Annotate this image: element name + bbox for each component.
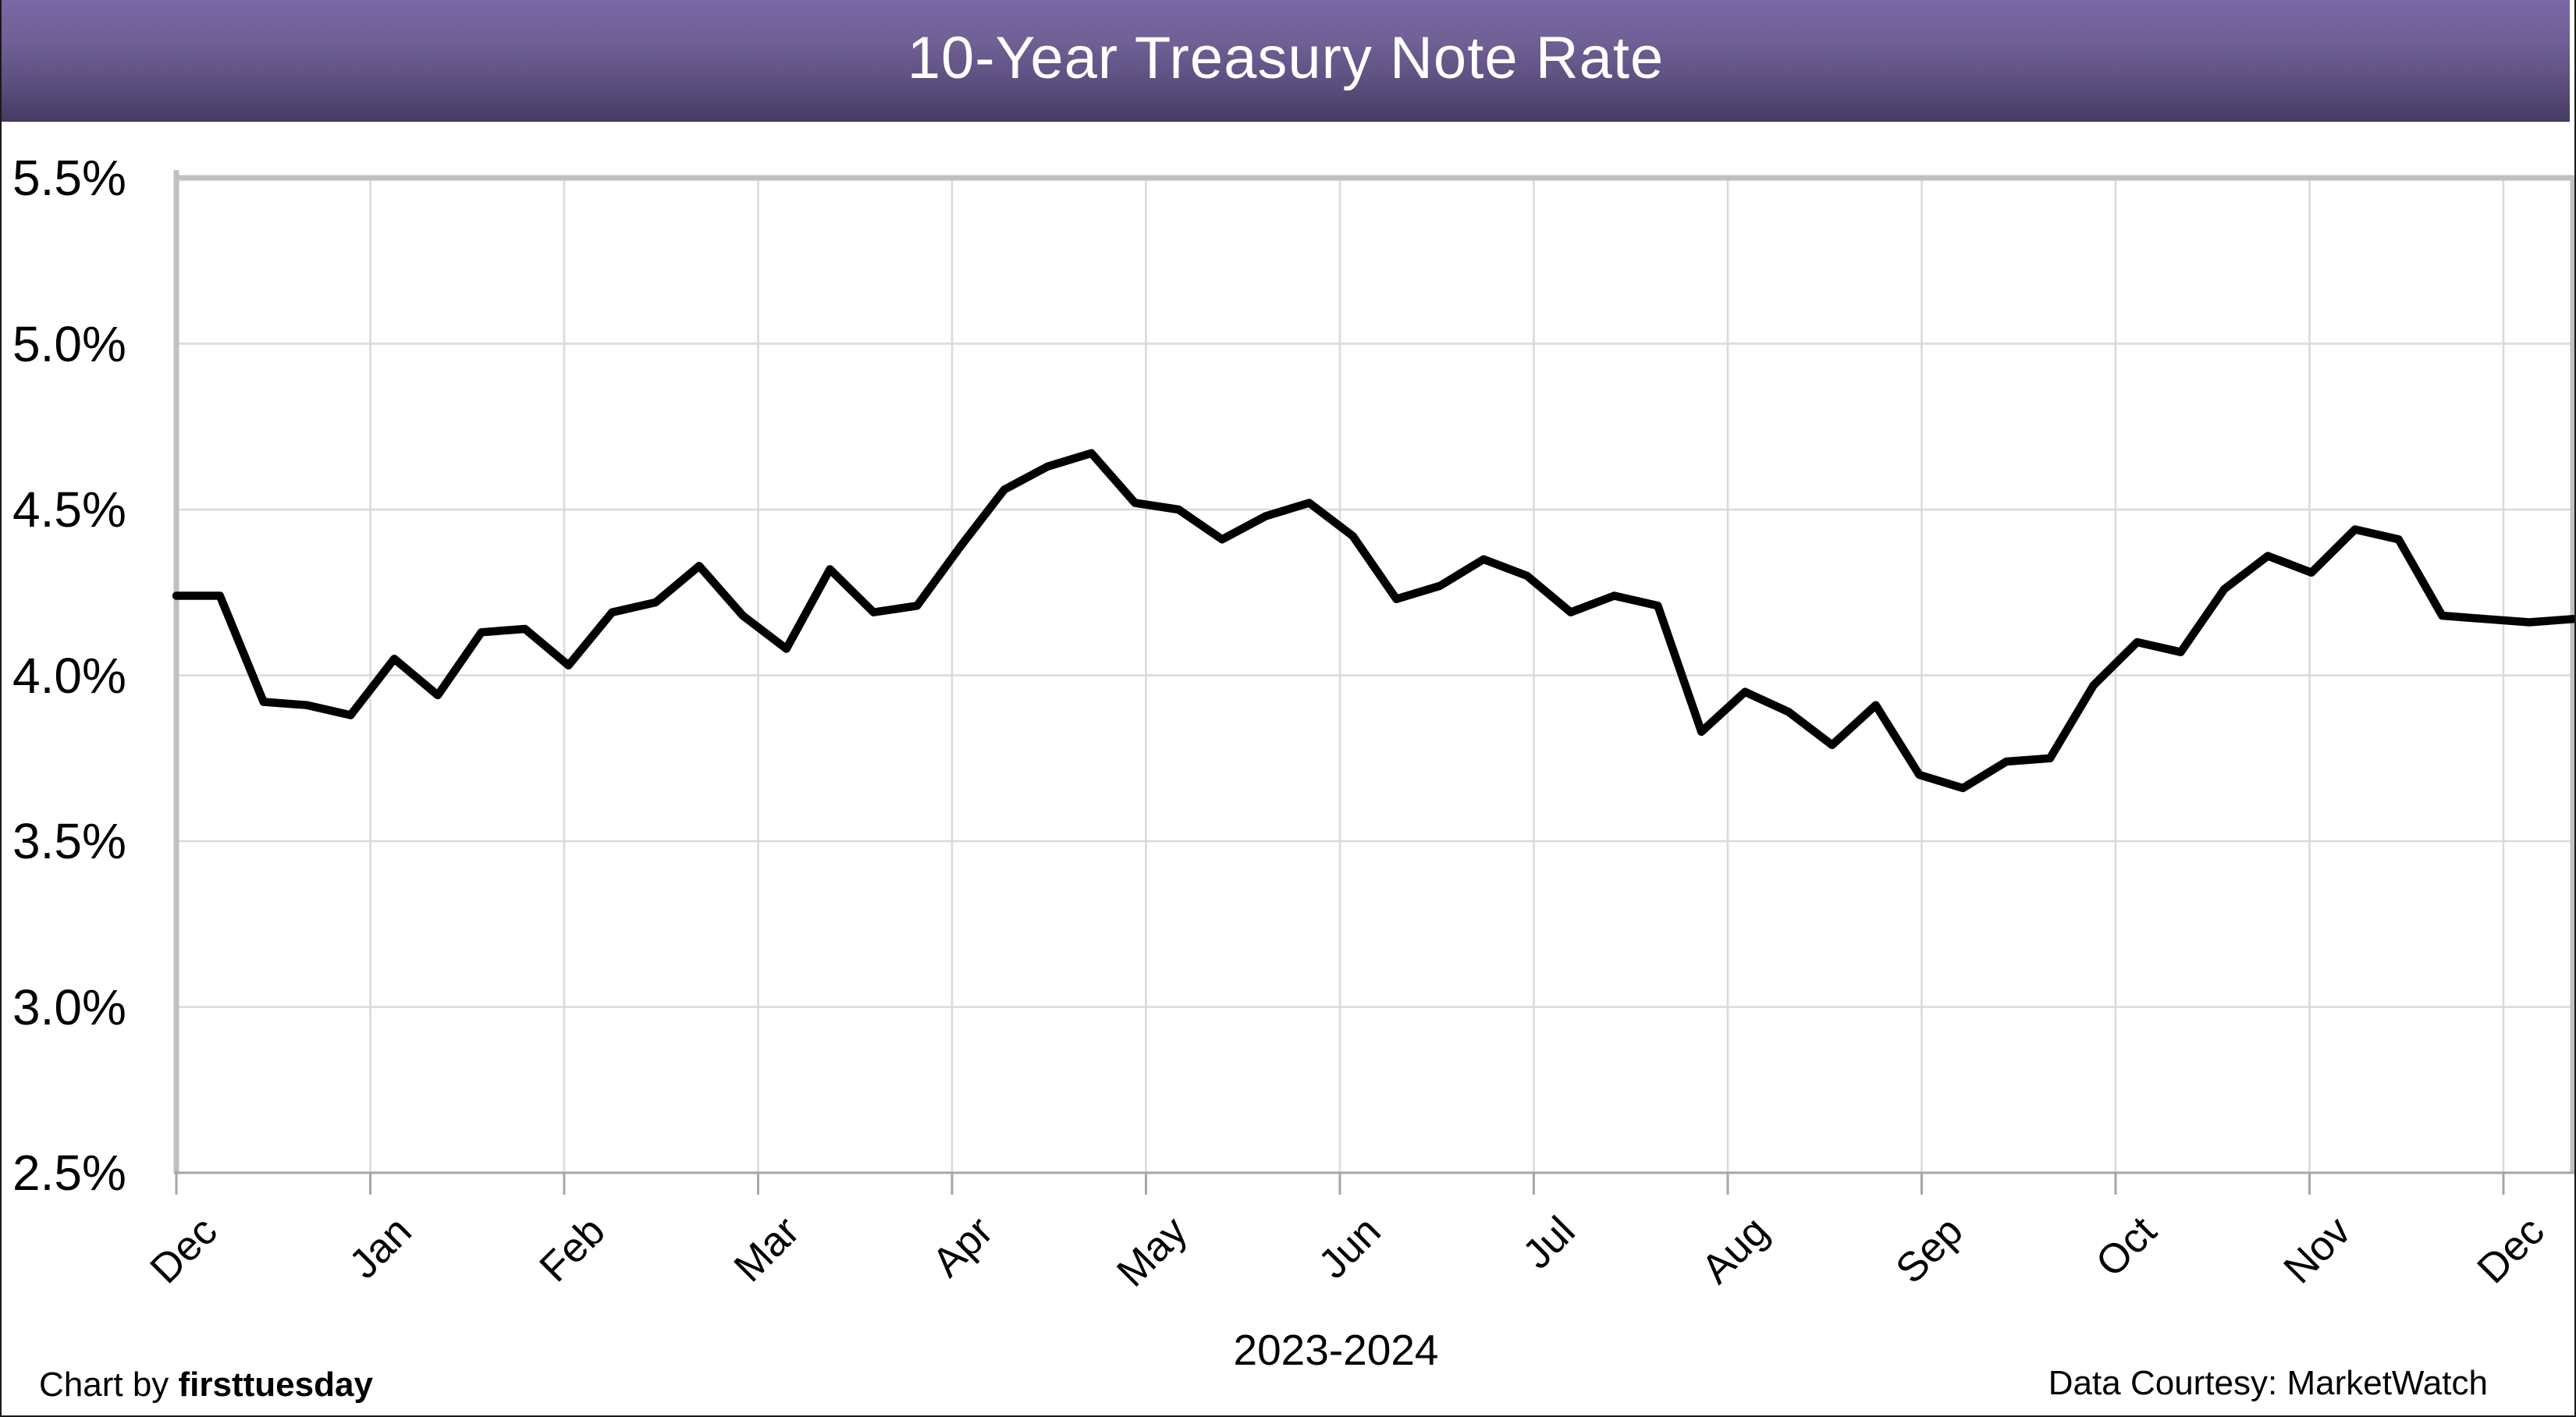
- rate-line: [172, 449, 2574, 793]
- x-axis-period-label: 2023-2024: [1233, 1326, 1439, 1374]
- credit-brand: firsttuesday: [178, 1366, 373, 1404]
- y-tick-label: 4.0%: [12, 647, 126, 704]
- y-tick-label: 4.5%: [12, 481, 126, 538]
- y-tick-label: 5.5%: [12, 150, 126, 206]
- title-bar: 10-Year Treasury Note Rate: [2, 0, 2570, 122]
- y-tick-label: 3.0%: [12, 978, 126, 1035]
- data-source-credit: Data Courtesy: MarketWatch: [2048, 1364, 2488, 1402]
- y-tick-label: 5.0%: [12, 315, 126, 372]
- y-tick-label: 2.5%: [12, 1145, 126, 1201]
- chart-title: 10-Year Treasury Note Rate: [907, 25, 1665, 92]
- y-tick-label: 3.5%: [12, 813, 126, 869]
- credit-prefix: Chart by: [39, 1366, 179, 1404]
- chart-credit: Chart by firsttuesday: [39, 1366, 373, 1405]
